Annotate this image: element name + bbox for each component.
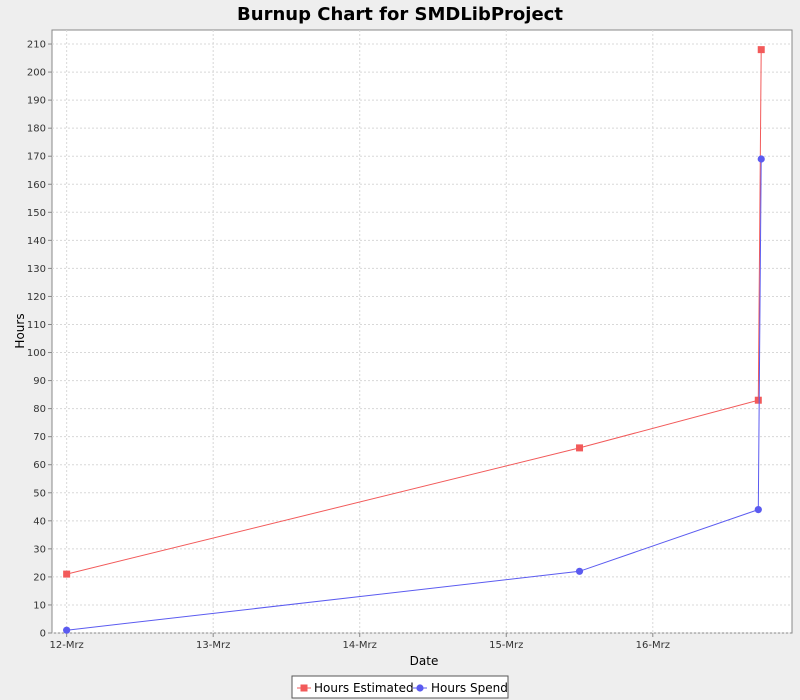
y-tick-label: 90 [33,376,46,387]
data-point-spend [757,155,765,163]
legend-label-estimated: Hours Estimated [314,681,414,695]
legend-marker-spend [416,684,424,692]
chart-title: Burnup Chart for SMDLibProject [237,4,563,25]
series-line-spend [66,158,762,631]
data-point-estimated [63,570,71,578]
y-tick-label: 80 [33,404,46,415]
data-point-spend [575,567,584,575]
grid-lines [52,30,792,634]
x-tick-label: 13-Mrz [196,640,230,651]
y-tick-label: 30 [33,544,46,555]
y-tick-label: 70 [33,432,46,443]
data-point-spend [754,505,762,514]
legend-box [291,675,509,699]
data-point-spend [63,626,71,634]
y-tick-label: 100 [27,348,46,359]
x-tick-label: 16-Mrz [636,640,670,651]
y-tick-label: 120 [27,292,46,303]
y-tick-label: 20 [33,572,46,583]
x-tick-label: 14-Mrz [343,640,377,651]
y-tick-label: 60 [33,460,46,471]
y-tick-label: 150 [27,208,46,219]
y-tick-label: 210 [27,40,46,51]
legend-label-spend: Hours Spend [431,681,508,695]
x-axis-label: Date [410,654,439,668]
y-tick-label: 160 [27,180,46,191]
y-tick-label: 110 [27,320,46,331]
y-tick-label: 140 [27,236,46,247]
axes: 0 10 20 30 40 50 60 70 80 90 100 110 120 130 140 150 160… [27,40,670,651]
y-tick-label: 40 [33,516,46,527]
y-tick-label: 170 [27,152,46,163]
y-tick-label: 190 [27,96,46,107]
legend: Hours Estimated Hours Spend [291,675,509,699]
plot-area [51,29,793,634]
data-point-estimated [757,46,765,54]
x-tick-label: 15-Mrz [489,640,523,651]
y-axis-label: Hours [13,313,27,348]
legend-marker-estimated [300,684,308,692]
x-tick-label: 12-Mrz [49,640,83,651]
y-tick-label: 200 [27,68,46,79]
y-tick-label: 0 [40,629,46,640]
series-line-estimated [66,49,762,575]
series-layer [63,46,765,634]
y-tick-label: 10 [33,600,46,611]
data-point-estimated [576,444,584,452]
y-tick-label: 180 [27,124,46,135]
y-tick-label: 130 [27,264,46,275]
y-tick-label: 50 [33,488,46,499]
data-point-estimated [754,396,762,404]
